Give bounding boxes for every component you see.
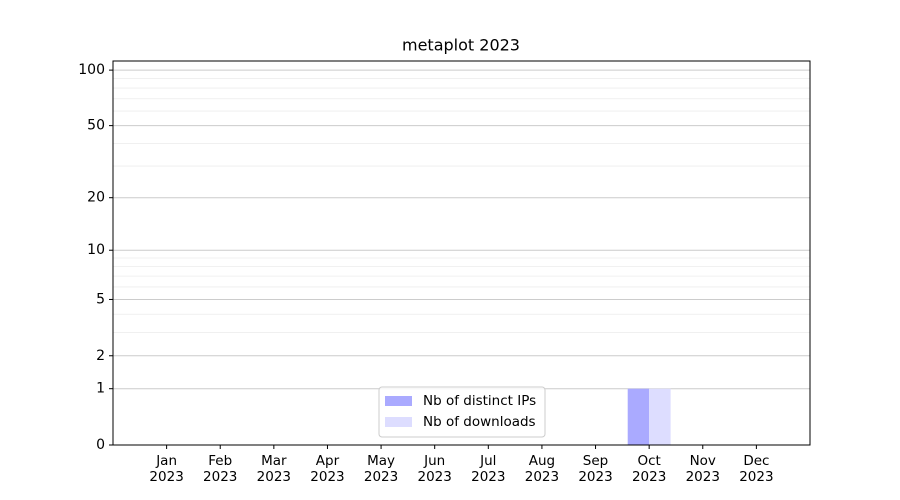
x-tick-label: Oct 2023	[631, 453, 667, 485]
x-tick-label: Apr 2023	[310, 453, 345, 485]
legend-label: Nb of distinct IPs	[423, 393, 536, 409]
x-tick-label: May 2023	[363, 453, 399, 485]
x-tick-label: Jul 2023	[471, 453, 506, 485]
x-tick-label: Feb 2023	[203, 453, 238, 485]
chart-title: metaplot 2023	[402, 36, 520, 55]
legend-label: Nb of downloads	[423, 414, 536, 430]
y-tick-label: 0	[96, 437, 105, 453]
x-tick-label: Mar 2023	[256, 453, 292, 485]
x-tick-label: Sep 2023	[578, 453, 613, 485]
x-tick-label: Aug 2023	[524, 453, 560, 485]
x-tick-label: Jan 2023	[149, 453, 184, 485]
plot-frame	[112, 60, 811, 446]
bar	[627, 388, 650, 445]
y-tick-label: 50	[87, 118, 105, 134]
legend-swatch	[385, 417, 412, 427]
x-tick-label: Nov 2023	[685, 453, 720, 485]
x-tick-label: Jun 2023	[417, 453, 452, 485]
y-tick-label: 20	[87, 190, 105, 206]
bar	[649, 388, 671, 445]
y-tick-label: 1	[96, 381, 105, 397]
y-tick-label: 2	[96, 348, 105, 364]
x-tick-label: Dec 2023	[739, 453, 774, 485]
y-tick-label: 100	[78, 62, 105, 78]
legend-swatch	[385, 396, 412, 406]
y-tick-label: 5	[96, 291, 105, 307]
y-tick-label: 10	[87, 242, 105, 258]
legend-box	[378, 386, 546, 438]
